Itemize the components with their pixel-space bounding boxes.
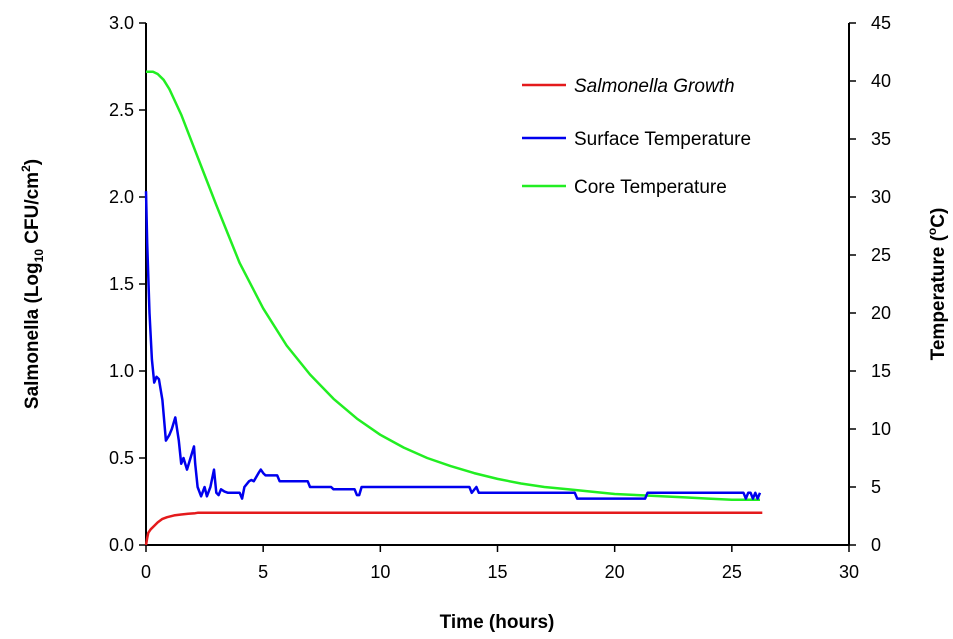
right-y-axis-ticks: 0 5 10 15 20 25 30 35 40 45 — [849, 13, 891, 555]
y-tick-label: 0.0 — [109, 535, 134, 555]
legend-label-salmonella-growth: Salmonella Growth — [574, 76, 735, 97]
y-tick-label: 2.0 — [109, 187, 134, 207]
y2-tick-label: 45 — [871, 13, 891, 33]
y2-tick-label: 40 — [871, 71, 891, 91]
legend: Salmonella Growth Surface Temperature Co… — [522, 76, 751, 198]
y2-tick-label: 20 — [871, 303, 891, 323]
y-tick-label: 3.0 — [109, 13, 134, 33]
y2-tick-label: 25 — [871, 245, 891, 265]
x-tick-label: 25 — [722, 562, 742, 582]
legend-label-surface-temperature: Surface Temperature — [574, 129, 751, 150]
y2-tick-label: 35 — [871, 129, 891, 149]
series-line-salmonella-growth — [144, 511, 763, 546]
y2-tick-label: 5 — [871, 477, 881, 497]
series-line-core-temperature — [146, 70, 760, 502]
y2-tick-label: 0 — [871, 535, 881, 555]
y2-tick-label: 30 — [871, 187, 891, 207]
y-tick-label: 2.5 — [109, 100, 134, 120]
y-tick-label: 1.5 — [109, 274, 134, 294]
x-tick-label: 20 — [605, 562, 625, 582]
y2-tick-label: 15 — [871, 361, 891, 381]
x-axis-ticks: 0 5 10 15 20 25 30 — [141, 545, 859, 582]
x-tick-label: 5 — [258, 562, 268, 582]
left-y-axis-title: Salmonella (Log10 CFU/cm2) — [19, 159, 46, 409]
x-tick-label: 30 — [839, 562, 859, 582]
series-layer — [144, 70, 763, 546]
x-axis-title: Time (hours) — [440, 612, 555, 633]
x-tick-label: 0 — [141, 562, 151, 582]
y-tick-label: 1.0 — [109, 361, 134, 381]
right-y-axis-title: Temperature (oC) — [925, 208, 949, 361]
y-tick-label: 0.5 — [109, 448, 134, 468]
series-line-surface-temperature — [144, 191, 762, 500]
y2-tick-label: 10 — [871, 419, 891, 439]
legend-label-core-temperature: Core Temperature — [574, 177, 727, 198]
x-tick-label: 10 — [370, 562, 390, 582]
left-y-axis-ticks: 0.0 0.5 1.0 1.5 2.0 2.5 3.0 — [109, 13, 146, 555]
x-tick-label: 15 — [487, 562, 507, 582]
